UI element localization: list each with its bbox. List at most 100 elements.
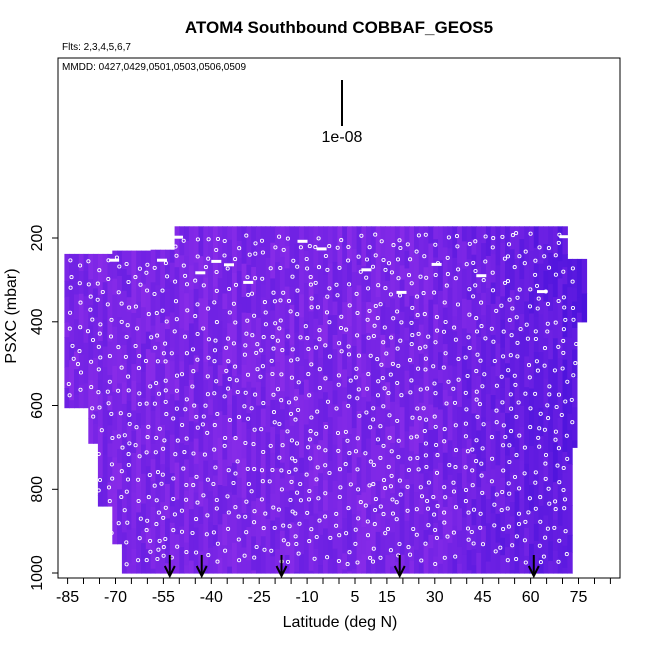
field-cell bbox=[538, 505, 544, 525]
field-cell bbox=[198, 298, 204, 331]
field-cell bbox=[131, 431, 137, 454]
field-cell bbox=[260, 226, 267, 248]
field-cell bbox=[184, 565, 190, 574]
field-cell bbox=[174, 318, 180, 356]
sample-marker bbox=[277, 455, 282, 460]
field-cell bbox=[495, 572, 501, 574]
field-cell bbox=[409, 546, 415, 562]
sample-marker bbox=[159, 481, 164, 486]
sample-marker bbox=[206, 306, 211, 311]
field-cell bbox=[361, 317, 367, 336]
sample-marker bbox=[562, 497, 568, 502]
sample-marker bbox=[184, 397, 189, 402]
field-cell bbox=[485, 499, 492, 524]
field-cell bbox=[543, 515, 549, 537]
field-cell bbox=[294, 523, 300, 539]
sample-marker bbox=[537, 444, 542, 449]
sample-marker bbox=[371, 406, 376, 411]
field-cell bbox=[438, 352, 444, 371]
field-cell bbox=[533, 316, 540, 353]
sample-marker bbox=[298, 335, 303, 340]
field-cell bbox=[323, 422, 329, 451]
sample-marker bbox=[347, 394, 352, 399]
sample-marker bbox=[191, 483, 196, 488]
sample-marker bbox=[337, 467, 343, 472]
sample-marker bbox=[260, 479, 265, 484]
field-cell bbox=[126, 563, 133, 574]
sample-marker bbox=[523, 249, 528, 254]
field-cell bbox=[543, 404, 549, 437]
sample-marker bbox=[96, 390, 101, 395]
sample-marker bbox=[514, 315, 519, 320]
field-cell bbox=[69, 281, 75, 314]
field-cell bbox=[188, 265, 195, 291]
sample-marker bbox=[174, 317, 179, 322]
sample-marker bbox=[184, 550, 189, 555]
field-cell bbox=[533, 264, 540, 298]
sample-marker bbox=[344, 531, 349, 536]
sample-marker bbox=[270, 467, 275, 473]
field-cell bbox=[385, 555, 391, 574]
field-cell bbox=[284, 328, 291, 343]
sample-marker bbox=[78, 263, 83, 268]
field-cell bbox=[519, 498, 525, 525]
sample-marker bbox=[137, 391, 142, 396]
field-cell bbox=[284, 286, 291, 305]
sample-marker bbox=[289, 358, 294, 363]
field-cell bbox=[289, 439, 295, 477]
field-cell bbox=[193, 355, 200, 373]
field-cell bbox=[102, 381, 109, 402]
field-cell bbox=[222, 293, 228, 310]
field-cell bbox=[69, 313, 75, 343]
field-cell bbox=[289, 425, 295, 440]
sample-marker bbox=[211, 530, 216, 535]
field-cell bbox=[169, 262, 176, 283]
sample-marker bbox=[417, 416, 422, 421]
field-cell bbox=[217, 458, 224, 486]
sample-marker bbox=[250, 333, 255, 338]
field-cell bbox=[442, 405, 449, 441]
field-cell bbox=[404, 268, 410, 308]
field-cell bbox=[184, 256, 190, 279]
sample-marker bbox=[387, 413, 392, 418]
field-cell bbox=[150, 295, 156, 312]
sample-marker bbox=[339, 238, 344, 243]
field-cell bbox=[145, 496, 152, 529]
sample-marker bbox=[423, 232, 428, 237]
sample-marker bbox=[498, 545, 503, 550]
sample-marker bbox=[134, 425, 139, 430]
sample-marker bbox=[152, 265, 157, 270]
sample-marker bbox=[323, 463, 328, 468]
field-cell bbox=[136, 452, 142, 488]
field-cell bbox=[145, 349, 152, 387]
sample-marker bbox=[533, 470, 538, 475]
sample-marker bbox=[309, 415, 314, 420]
field-cell bbox=[394, 320, 401, 335]
sample-marker bbox=[356, 353, 362, 358]
sample-marker bbox=[491, 339, 496, 344]
field-cell bbox=[289, 386, 295, 427]
field-cell bbox=[337, 500, 343, 530]
sample-marker bbox=[563, 317, 568, 322]
sample-marker bbox=[416, 467, 421, 472]
sample-marker bbox=[252, 313, 257, 318]
field-cell bbox=[294, 407, 300, 441]
sample-marker bbox=[346, 352, 352, 357]
field-cell bbox=[471, 549, 477, 566]
x-tick-label: 75 bbox=[570, 589, 588, 606]
field-cell bbox=[418, 292, 425, 326]
sample-marker bbox=[212, 391, 217, 396]
sample-marker bbox=[271, 505, 276, 510]
sample-marker bbox=[244, 331, 249, 336]
field-cell bbox=[404, 520, 410, 555]
sample-marker bbox=[190, 530, 195, 536]
flight-arrow-head bbox=[393, 565, 406, 579]
sample-marker bbox=[260, 364, 265, 369]
sample-marker bbox=[561, 338, 566, 343]
field-cell bbox=[74, 253, 80, 296]
field-cell bbox=[433, 340, 439, 380]
sample-marker bbox=[501, 443, 506, 448]
field-cell bbox=[150, 325, 156, 354]
sample-marker bbox=[490, 456, 495, 461]
sample-marker bbox=[386, 464, 391, 469]
